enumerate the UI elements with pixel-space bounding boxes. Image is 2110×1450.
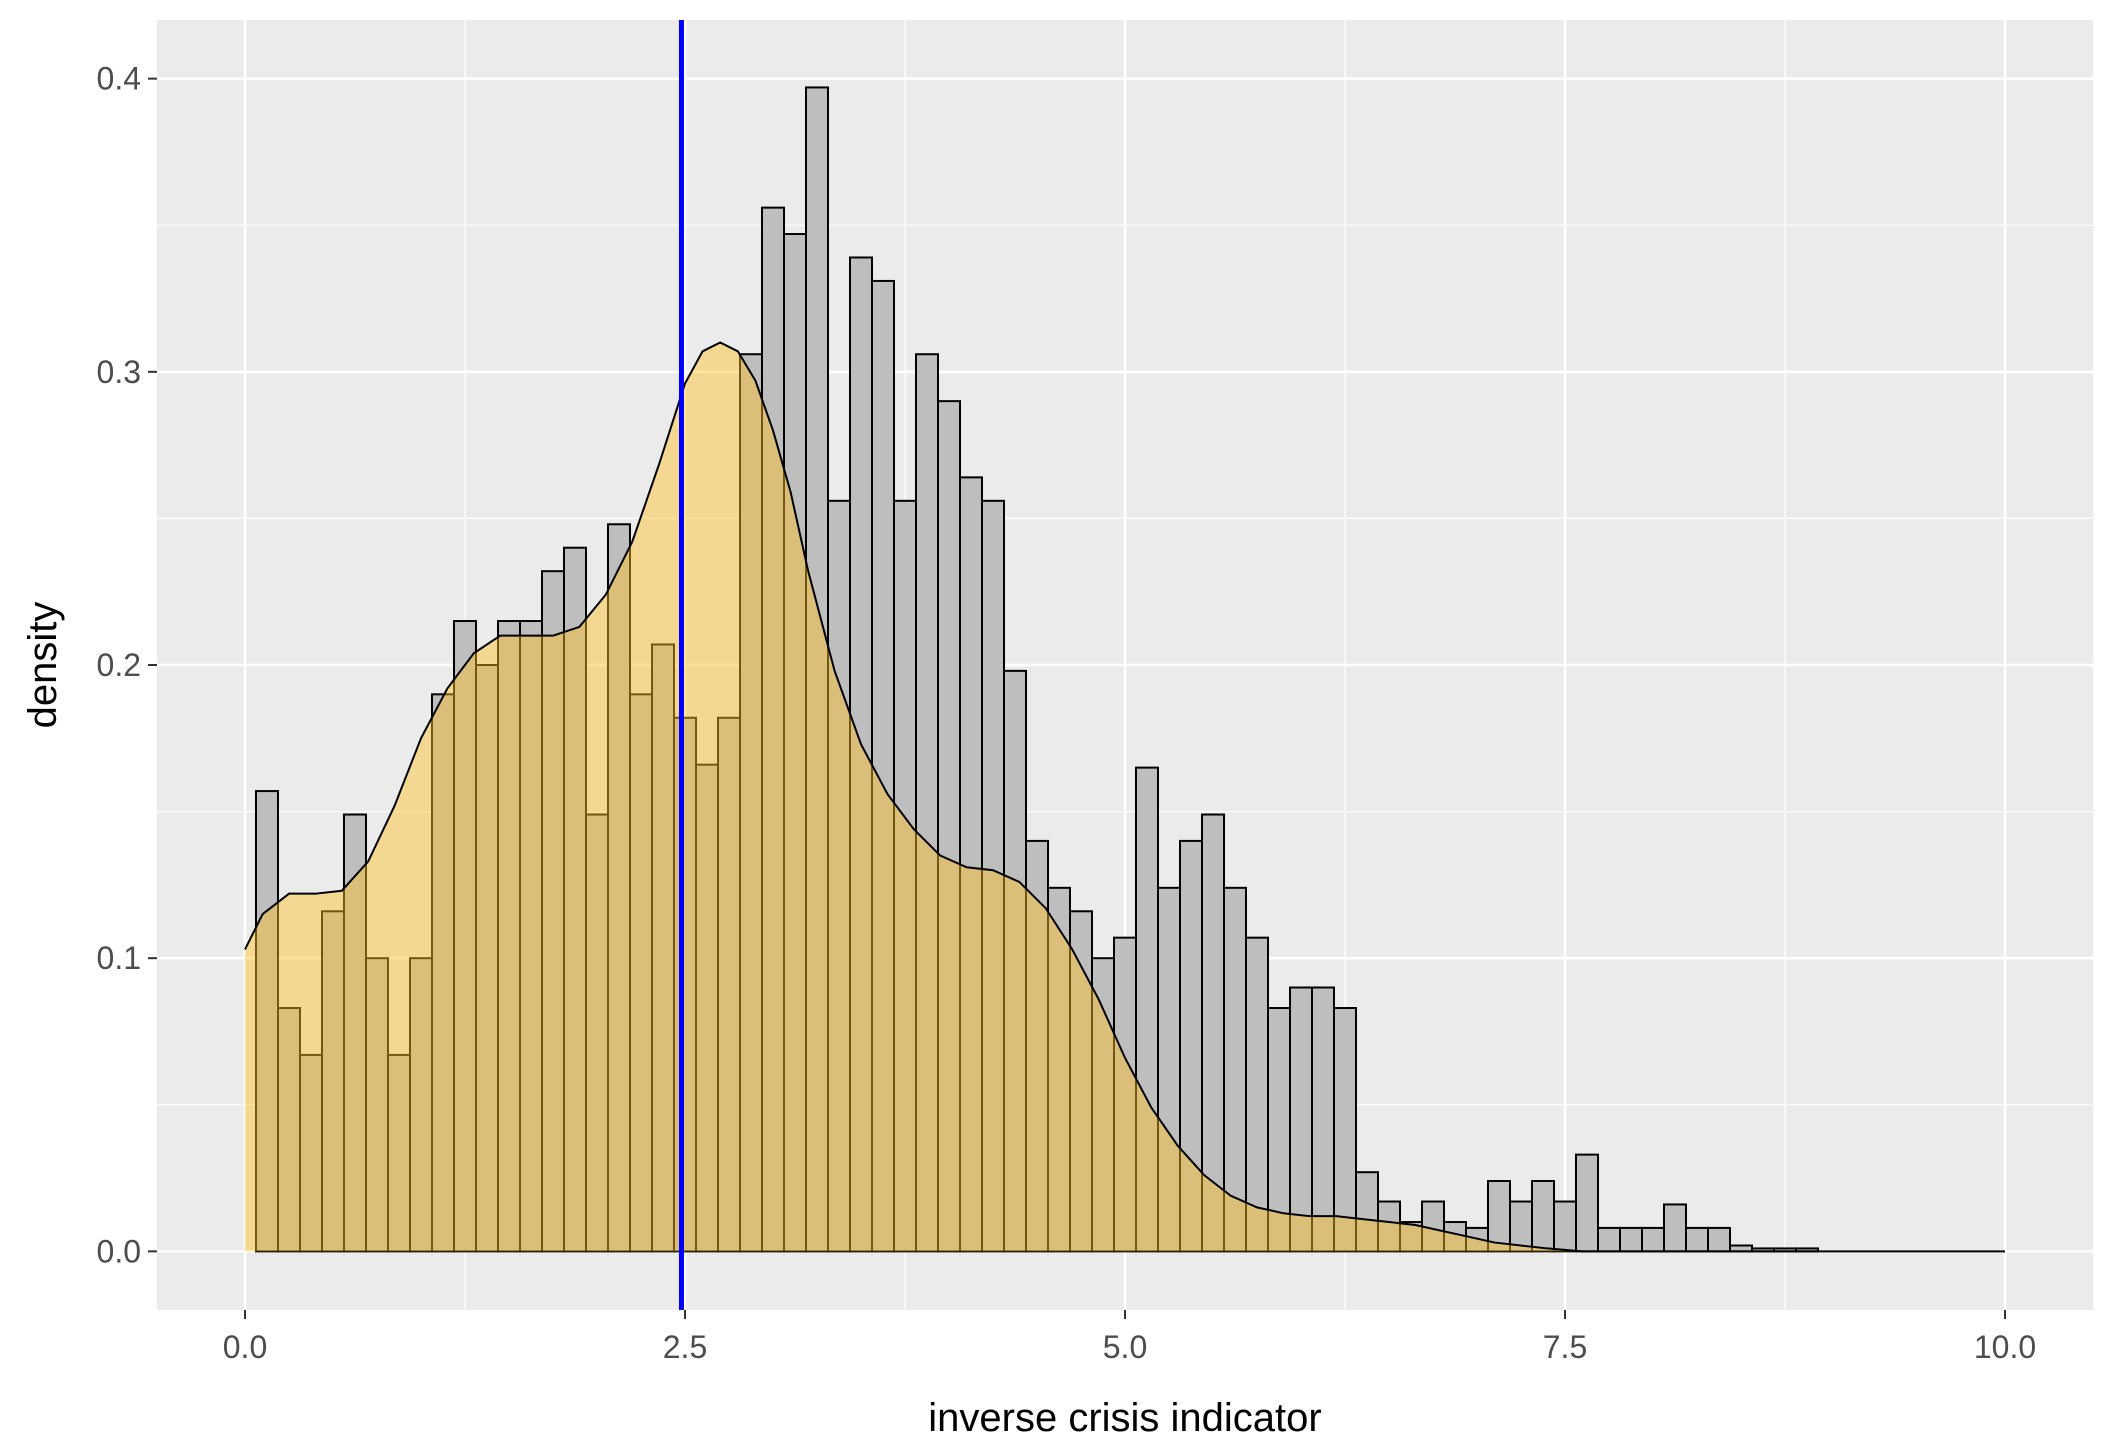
histogram-bar <box>1311 986 1335 1253</box>
histogram-bar <box>1289 986 1313 1253</box>
histogram-bar <box>1707 1226 1731 1253</box>
histogram-bar <box>1333 1007 1357 1253</box>
x-tick-label: 2.5 <box>663 1329 707 1365</box>
y-tick-label: 0.4 <box>97 61 141 97</box>
histogram-bar <box>1619 1226 1643 1253</box>
histogram-bar <box>1685 1226 1709 1253</box>
histogram-bar <box>1641 1226 1665 1253</box>
x-tick-label: 5.0 <box>1103 1329 1147 1365</box>
histogram-bar <box>1597 1226 1621 1253</box>
histogram-bar <box>1531 1180 1555 1253</box>
histogram-bar <box>1663 1203 1687 1253</box>
x-tick-label: 10.0 <box>1974 1329 2036 1365</box>
histogram-bars <box>255 86 1819 1253</box>
density-curve-line <box>244 341 2005 1253</box>
y-axis-title: density <box>21 602 65 729</box>
x-axis-ticks: 0.0 2.5 5.0 7.5 10.0 <box>223 1310 2036 1365</box>
y-axis-ticks: 0.0 0.1 0.2 0.3 0.4 <box>97 61 157 1269</box>
y-tick-label: 0.3 <box>97 354 141 390</box>
y-tick-label: 0.0 <box>97 1233 141 1269</box>
x-tick-label: 7.5 <box>1543 1329 1587 1365</box>
x-axis-title: inverse crisis indicator <box>928 1396 1321 1440</box>
histogram-bar <box>1575 1153 1599 1253</box>
histogram-bar <box>1487 1180 1511 1253</box>
density-area <box>245 342 2005 1252</box>
x-tick-label: 0.0 <box>223 1329 267 1365</box>
y-tick-label: 0.1 <box>97 940 141 976</box>
histogram-bar <box>1553 1200 1577 1253</box>
density-curve-layer <box>244 341 2005 1253</box>
y-tick-label: 0.2 <box>97 647 141 683</box>
